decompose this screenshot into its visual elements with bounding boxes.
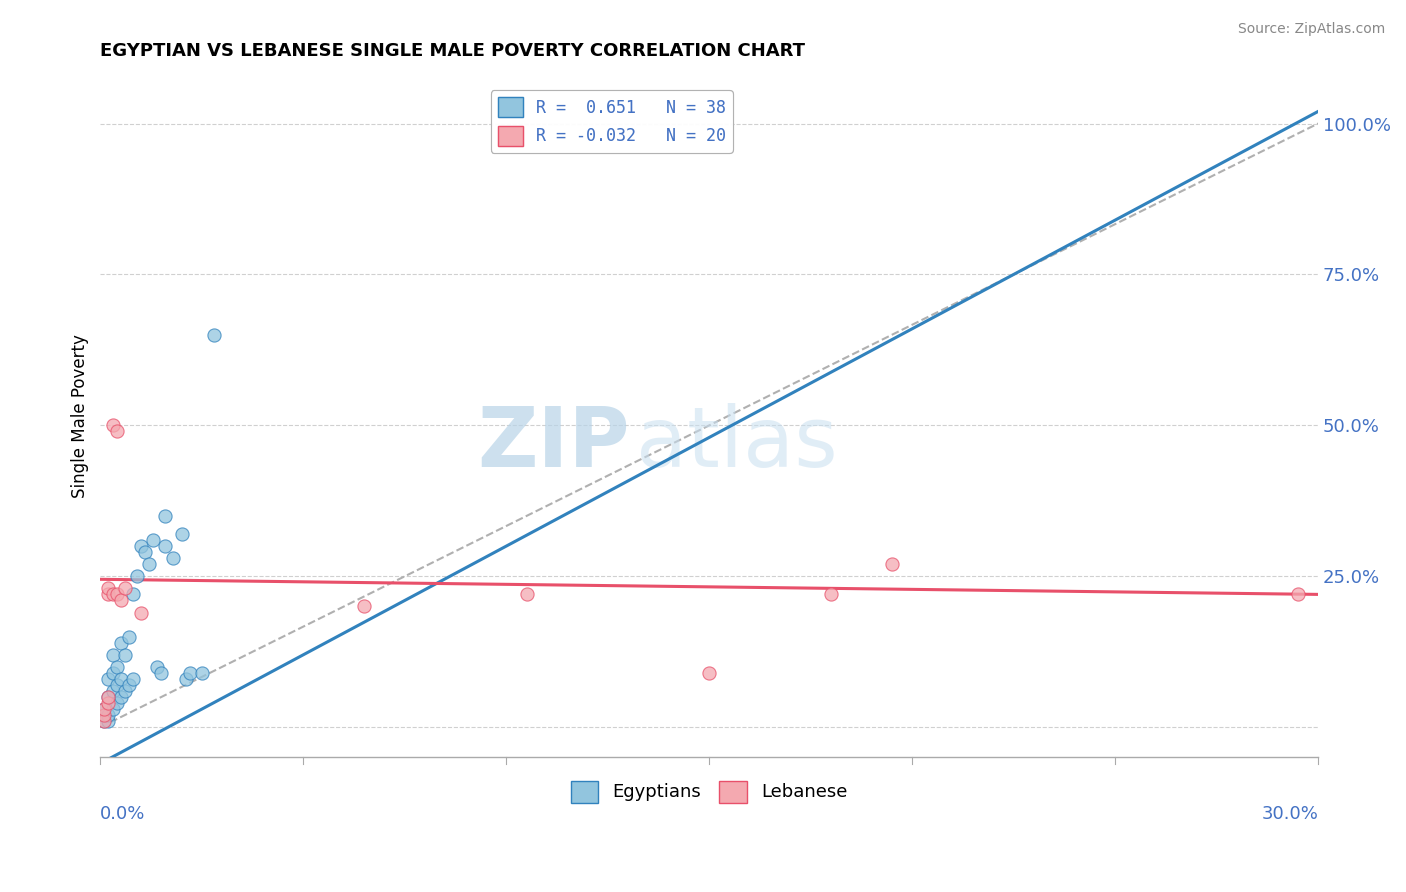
Point: [129, 606, 152, 620]
Point: [121, 587, 143, 601]
Point: [93, 708, 115, 723]
Point: [97, 690, 120, 704]
Point: [105, 425, 128, 439]
Point: [93, 702, 115, 716]
Point: [174, 672, 197, 686]
Point: [101, 684, 124, 698]
Text: ZIP: ZIP: [478, 403, 630, 484]
Point: [97, 714, 120, 728]
Point: [191, 665, 214, 680]
Point: [97, 582, 120, 596]
Point: [105, 587, 128, 601]
Point: [110, 690, 132, 704]
Point: [93, 714, 115, 728]
Point: [101, 702, 124, 716]
Point: [150, 665, 173, 680]
Text: 30.0%: 30.0%: [1261, 805, 1319, 823]
Point: [134, 545, 156, 559]
Point: [179, 665, 201, 680]
Point: [129, 539, 152, 553]
Point: [101, 418, 124, 433]
Point: [110, 636, 132, 650]
Point: [93, 702, 115, 716]
Point: [118, 678, 141, 692]
Point: [516, 587, 538, 601]
Point: [353, 599, 375, 614]
Point: [142, 533, 165, 547]
Point: [101, 665, 124, 680]
Point: [97, 696, 120, 710]
Point: [93, 708, 115, 723]
Point: [105, 696, 128, 710]
Point: [162, 551, 184, 566]
Point: [97, 690, 120, 704]
Text: Source: ZipAtlas.com: Source: ZipAtlas.com: [1237, 22, 1385, 37]
Point: [125, 569, 148, 583]
Point: [697, 665, 720, 680]
Point: [97, 708, 120, 723]
Point: [155, 508, 177, 523]
Point: [110, 593, 132, 607]
Point: [1286, 587, 1309, 601]
Y-axis label: Single Male Poverty: Single Male Poverty: [72, 334, 89, 499]
Legend: R =  0.651   N = 38, R = -0.032   N = 20: R = 0.651 N = 38, R = -0.032 N = 20: [491, 90, 733, 153]
Text: atlas: atlas: [636, 403, 838, 484]
Point: [146, 660, 169, 674]
Point: [114, 582, 136, 596]
Point: [97, 587, 120, 601]
Point: [114, 684, 136, 698]
Point: [105, 678, 128, 692]
Point: [114, 648, 136, 662]
Point: [202, 327, 225, 342]
Point: [110, 672, 132, 686]
Point: [820, 587, 842, 601]
Point: [155, 539, 177, 553]
Point: [138, 558, 160, 572]
Text: EGYPTIAN VS LEBANESE SINGLE MALE POVERTY CORRELATION CHART: EGYPTIAN VS LEBANESE SINGLE MALE POVERTY…: [100, 42, 806, 60]
Point: [170, 527, 193, 541]
Point: [101, 587, 124, 601]
Point: [880, 558, 903, 572]
Point: [118, 630, 141, 644]
Text: 0.0%: 0.0%: [100, 805, 146, 823]
Point: [97, 672, 120, 686]
Point: [121, 672, 143, 686]
Point: [93, 714, 115, 728]
Point: [101, 648, 124, 662]
Point: [105, 660, 128, 674]
